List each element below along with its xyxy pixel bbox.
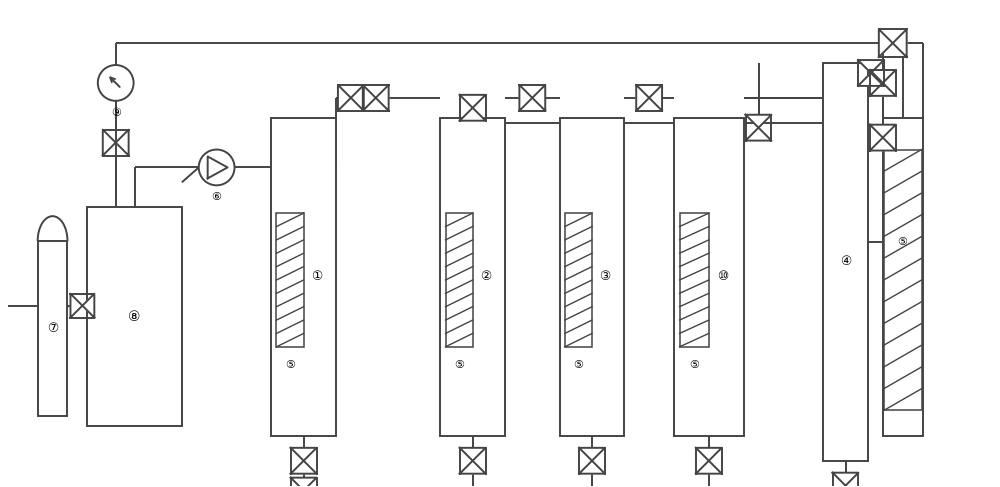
Polygon shape (460, 95, 486, 108)
Polygon shape (696, 448, 722, 461)
Bar (883, 118, 923, 436)
Bar (560, 118, 624, 436)
Text: ⑩: ⑩ (717, 270, 728, 283)
Polygon shape (833, 473, 858, 486)
Bar (440, 118, 505, 436)
Bar (276, 213, 304, 347)
Polygon shape (870, 125, 896, 138)
Polygon shape (636, 85, 649, 111)
Bar (565, 213, 592, 347)
Polygon shape (460, 461, 486, 474)
Polygon shape (519, 85, 532, 111)
Text: ②: ② (480, 270, 491, 283)
Bar (446, 213, 473, 347)
Text: ⑤: ⑤ (454, 360, 464, 370)
Text: ⑨: ⑨ (111, 108, 121, 118)
Polygon shape (351, 85, 364, 111)
Text: ⑧: ⑧ (128, 310, 141, 323)
Polygon shape (532, 85, 545, 111)
Text: ⑤: ⑤ (573, 360, 583, 370)
Polygon shape (460, 448, 486, 461)
Bar (884, 150, 922, 411)
Polygon shape (870, 138, 896, 150)
Polygon shape (858, 73, 884, 86)
Polygon shape (291, 461, 317, 474)
Bar (674, 118, 744, 436)
Text: ③: ③ (599, 270, 611, 283)
Bar (271, 118, 336, 436)
Polygon shape (833, 486, 858, 487)
Polygon shape (870, 83, 896, 96)
Polygon shape (70, 294, 82, 318)
Text: ⑦: ⑦ (47, 322, 58, 335)
Polygon shape (208, 156, 228, 178)
Polygon shape (746, 115, 771, 128)
Polygon shape (363, 85, 376, 111)
Polygon shape (696, 461, 722, 474)
Bar (680, 213, 709, 347)
Polygon shape (879, 29, 893, 57)
Polygon shape (376, 85, 389, 111)
Polygon shape (338, 85, 351, 111)
Bar (87, 207, 182, 426)
Polygon shape (103, 130, 116, 155)
Polygon shape (870, 70, 896, 83)
Bar (38, 241, 67, 416)
Polygon shape (579, 448, 605, 461)
Polygon shape (460, 108, 486, 121)
Text: ⑤: ⑤ (898, 237, 908, 247)
Text: ④: ④ (840, 255, 851, 268)
Text: ⑥: ⑥ (212, 192, 222, 202)
Polygon shape (116, 130, 129, 155)
Polygon shape (291, 448, 317, 461)
Polygon shape (579, 461, 605, 474)
Text: ⑤: ⑤ (689, 360, 699, 370)
Text: ①: ① (311, 270, 322, 283)
Bar (823, 63, 868, 461)
Polygon shape (291, 478, 317, 487)
Polygon shape (746, 128, 771, 141)
Text: ⑤: ⑤ (285, 360, 295, 370)
Polygon shape (858, 60, 884, 73)
Polygon shape (893, 29, 907, 57)
Polygon shape (649, 85, 662, 111)
Polygon shape (82, 294, 94, 318)
